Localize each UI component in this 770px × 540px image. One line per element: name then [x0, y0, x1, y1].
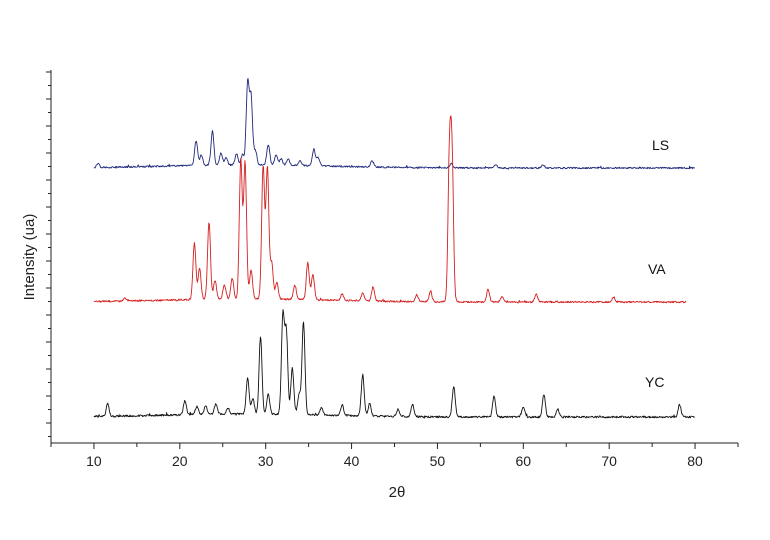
- y-axis-title: Intensity (ua): [21, 214, 38, 301]
- series-line-ls: [93, 77, 696, 170]
- series-label-va: VA: [648, 261, 666, 277]
- x-tick-label: 50: [430, 453, 446, 469]
- y-axis-ticks: [46, 71, 51, 437]
- x-tick-label: 60: [516, 453, 532, 469]
- series-line-va: [93, 115, 687, 304]
- x-tick-label: 80: [687, 453, 703, 469]
- x-axis-title: 2θ: [389, 484, 406, 501]
- plot-area: [93, 77, 696, 419]
- series-label-ls: LS: [652, 137, 669, 153]
- x-tick-label: 10: [86, 453, 102, 469]
- x-tick-label: 30: [258, 453, 274, 469]
- x-tick-label: 40: [344, 453, 360, 469]
- series-line-yc: [93, 309, 695, 419]
- x-tick-label: 70: [601, 453, 617, 469]
- series-label-yc: YC: [645, 374, 664, 390]
- x-tick-label: 20: [172, 453, 188, 469]
- x-axis-ticks: 10 20 30 40 50 60 70 80: [50, 443, 739, 469]
